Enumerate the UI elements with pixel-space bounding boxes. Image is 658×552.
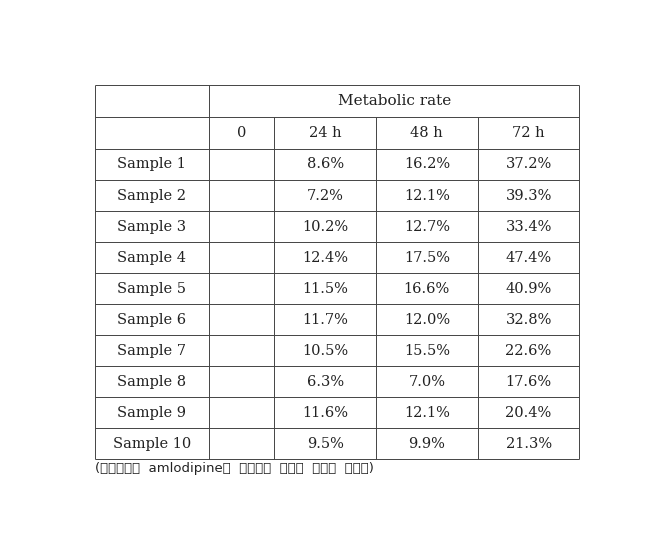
- Text: Sample 5: Sample 5: [117, 282, 186, 296]
- Text: 22.6%: 22.6%: [505, 344, 551, 358]
- Text: 72 h: 72 h: [513, 126, 545, 140]
- Text: Metabolic rate: Metabolic rate: [338, 94, 451, 108]
- Text: 6.3%: 6.3%: [307, 375, 343, 389]
- Text: 20.4%: 20.4%: [505, 406, 551, 420]
- Text: 24 h: 24 h: [309, 126, 342, 140]
- Text: Sample 3: Sample 3: [117, 220, 186, 233]
- Text: 12.0%: 12.0%: [404, 312, 450, 327]
- Text: 39.3%: 39.3%: [505, 189, 552, 203]
- Text: 12.7%: 12.7%: [404, 220, 450, 233]
- Text: 8.6%: 8.6%: [307, 157, 343, 172]
- Text: Sample 4: Sample 4: [117, 251, 186, 264]
- Text: 10.2%: 10.2%: [302, 220, 348, 233]
- Text: Sample 6: Sample 6: [117, 312, 186, 327]
- Text: 7.0%: 7.0%: [409, 375, 445, 389]
- Text: Sample 8: Sample 8: [117, 375, 186, 389]
- Text: Sample 9: Sample 9: [117, 406, 186, 420]
- Text: 7.2%: 7.2%: [307, 189, 343, 203]
- Text: Sample 7: Sample 7: [117, 344, 186, 358]
- Text: 17.6%: 17.6%: [505, 375, 551, 389]
- Text: 40.9%: 40.9%: [505, 282, 551, 296]
- Text: 12.1%: 12.1%: [404, 406, 450, 420]
- Text: (경시적으로  amlodipine이  대사되어  감소한  양으로  표시함): (경시적으로 amlodipine이 대사되어 감소한 양으로 표시함): [95, 461, 374, 475]
- Text: Sample 1: Sample 1: [118, 157, 186, 172]
- Text: 17.5%: 17.5%: [404, 251, 450, 264]
- Text: 9.9%: 9.9%: [409, 437, 445, 451]
- Text: 47.4%: 47.4%: [505, 251, 551, 264]
- Text: Sample 10: Sample 10: [113, 437, 191, 451]
- Text: 37.2%: 37.2%: [505, 157, 551, 172]
- Text: 15.5%: 15.5%: [404, 344, 450, 358]
- Text: 11.6%: 11.6%: [302, 406, 348, 420]
- Text: 9.5%: 9.5%: [307, 437, 343, 451]
- Text: 32.8%: 32.8%: [505, 312, 552, 327]
- Text: 48 h: 48 h: [411, 126, 443, 140]
- Text: 16.2%: 16.2%: [404, 157, 450, 172]
- Text: 16.6%: 16.6%: [404, 282, 450, 296]
- Text: 21.3%: 21.3%: [505, 437, 551, 451]
- Text: 12.4%: 12.4%: [302, 251, 348, 264]
- Text: 10.5%: 10.5%: [302, 344, 348, 358]
- Text: 11.5%: 11.5%: [302, 282, 348, 296]
- Text: 0: 0: [237, 126, 246, 140]
- Text: 12.1%: 12.1%: [404, 189, 450, 203]
- Text: 11.7%: 11.7%: [302, 312, 348, 327]
- Text: 33.4%: 33.4%: [505, 220, 552, 233]
- Text: Sample 2: Sample 2: [117, 189, 186, 203]
